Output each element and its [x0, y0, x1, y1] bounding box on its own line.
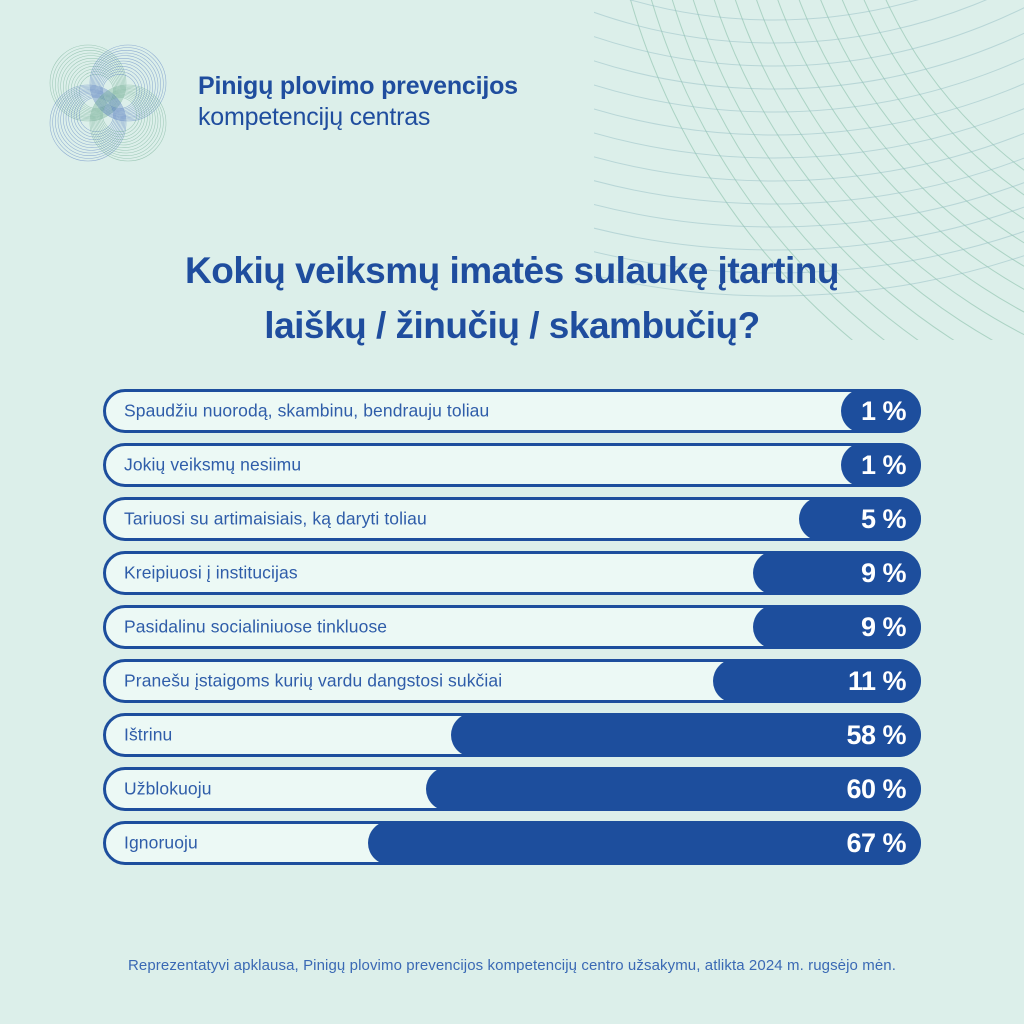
- bar-category-label: Užblokuoju: [124, 778, 212, 799]
- brand-name-line1: Pinigų plovimo prevencijos: [198, 72, 518, 100]
- bar-value-label: 11 %: [847, 665, 907, 696]
- brand-logo-icon: [49, 44, 167, 162]
- bar-fill: 5 %: [799, 497, 921, 541]
- bar-fill: 67 %: [368, 821, 921, 865]
- bar-fill: 11 %: [713, 659, 921, 703]
- brand-name-line2: kompetencijų centras: [198, 103, 431, 131]
- bar-value-label: 67 %: [846, 827, 906, 858]
- bar-row: Ištrinu 58 %: [103, 713, 921, 757]
- bar-row: Pranešu įstaigoms kurių vardu dangstosi …: [103, 659, 921, 703]
- bar-row: Pasidalinu socialiniuose tinkluose 9 %: [103, 605, 921, 649]
- bar-category-label: Pranešu įstaigoms kurių vardu dangstosi …: [124, 670, 503, 691]
- bar-fill: 9 %: [753, 551, 921, 595]
- brand-text: Pinigų plovimo prevencijos kompetencijų …: [198, 71, 518, 133]
- bar-value-label: 5 %: [860, 503, 907, 534]
- survey-source-note: Reprezentatyvi apklausa, Pinigų plovimo …: [127, 957, 897, 974]
- bar-value-label: 60 %: [846, 773, 906, 804]
- bar-category-label: Tariuosi su artimaisiais, ką daryti toli…: [124, 508, 427, 529]
- page-title-line2: laiškų / žinučių / skambučių?: [264, 305, 760, 346]
- bar-row: Tariuosi su artimaisiais, ką daryti toli…: [103, 497, 921, 541]
- bar-category-label: Jokių veiksmų nesiimu: [124, 454, 302, 475]
- bar-fill: 1 %: [841, 389, 921, 433]
- bar-fill: 9 %: [753, 605, 921, 649]
- bar-value-label: 1 %: [860, 395, 907, 426]
- bar-category-label: Ištrinu: [124, 724, 173, 745]
- bar-value-label: 9 %: [860, 611, 907, 642]
- bar-fill: 60 %: [426, 767, 921, 811]
- bar-row: Užblokuoju 60 %: [103, 767, 921, 811]
- page-title-line1: Kokių veiksmų imatės sulaukę įtartinų: [185, 250, 839, 291]
- bar-category-label: Spaudžiu nuorodą, skambinu, bendrauju to…: [124, 400, 490, 421]
- bar-row: Ignoruoju 67 %: [103, 821, 921, 865]
- bar-row: Kreipiuosi į institucijas 9 %: [103, 551, 921, 595]
- bar-value-label: 1 %: [860, 449, 907, 480]
- bar-row: Spaudžiu nuorodą, skambinu, bendrauju to…: [103, 389, 921, 433]
- page-title: Kokių veiksmų imatės sulaukę įtartinų la…: [0, 243, 1024, 353]
- bar-chart: Spaudžiu nuorodą, skambinu, bendrauju to…: [103, 389, 921, 875]
- bar-fill: 1 %: [841, 443, 921, 487]
- bar-category-label: Ignoruoju: [124, 832, 198, 853]
- bar-fill: 58 %: [451, 713, 921, 757]
- bar-row: Jokių veiksmų nesiimu 1 %: [103, 443, 921, 487]
- bar-category-label: Kreipiuosi į institucijas: [124, 562, 298, 583]
- bar-value-label: 9 %: [860, 557, 907, 588]
- bar-value-label: 58 %: [846, 719, 906, 750]
- bar-category-label: Pasidalinu socialiniuose tinkluose: [124, 616, 388, 637]
